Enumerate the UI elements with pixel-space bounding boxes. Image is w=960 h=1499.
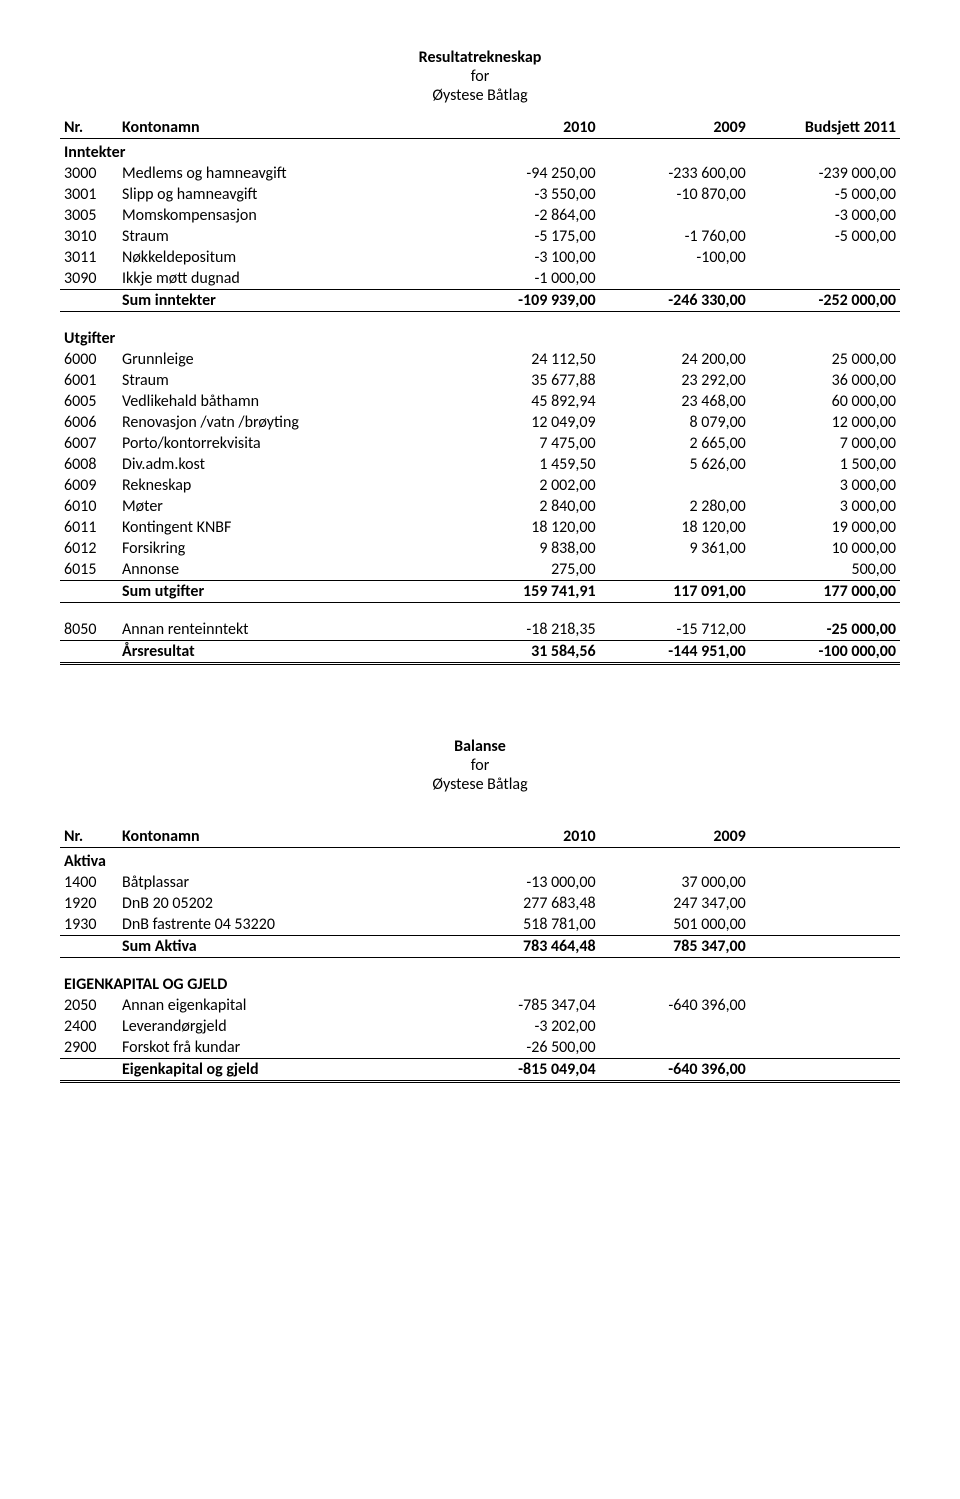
table-row: 6006Renovasjon /vatn /brøyting12 049,098… [60, 412, 900, 433]
section-inntekter: Inntekter [60, 139, 900, 164]
table-row: 6000Grunnleige24 112,5024 200,0025 000,0… [60, 349, 900, 370]
hdr-nr: Nr. [60, 117, 118, 139]
table-row: 6012Forsikring9 838,009 361,0010 000,00 [60, 538, 900, 559]
spacer [60, 664, 900, 708]
spacer [60, 312, 900, 329]
hdr-budsjett: Budsjett 2011 [750, 117, 900, 139]
result-table: Nr. Kontonamn 2010 2009 Budsjett 2011 In… [60, 117, 900, 707]
table-row: 6009Rekneskap2 002,003 000,00 [60, 475, 900, 496]
aktiva-label: Aktiva [60, 848, 900, 873]
spacer [60, 958, 900, 975]
table-row: 3010Straum-5 175,00-1 760,00-5 000,00 [60, 226, 900, 247]
table-row: 6007Porto/kontorrekvisita7 475,002 665,0… [60, 433, 900, 454]
hdr-2009: 2009 [600, 826, 750, 848]
hdr-name: Kontonamn [118, 117, 449, 139]
sum-inntekter-row: Sum inntekter -109 939,00 -246 330,00 -2… [60, 290, 900, 312]
spacer [60, 603, 900, 620]
section-utgifter: Utgifter [60, 328, 900, 349]
table-row: 6010Møter2 840,002 280,003 000,00 [60, 496, 900, 517]
table-row: 6015Annonse275,00500,00 [60, 559, 900, 581]
hdr-2009: 2009 [600, 117, 750, 139]
balance-title: Balanse [60, 737, 900, 756]
table-row: 1400Båtplassar-13 000,0037 000,00 [60, 872, 900, 893]
sum-aktiva-row: Sum Aktiva 783 464,48 785 347,00 [60, 936, 900, 958]
ek-sum-row: Eigenkapital og gjeld -815 049,04 -640 3… [60, 1059, 900, 1082]
table-row: 2900Forskot frå kundar-26 500,00 [60, 1037, 900, 1059]
balance-for: for [60, 756, 900, 775]
hdr-2010: 2010 [449, 117, 599, 139]
balance-org: Øystese Båtlag [60, 775, 900, 794]
hdr-2010: 2010 [449, 826, 599, 848]
balance-table: Nr. Kontonamn 2010 2009 Aktiva 1400Båtpl… [60, 826, 900, 1083]
result-org: Øystese Båtlag [60, 86, 900, 105]
table-row: 3000Medlems og hamneavgift-94 250,00-233… [60, 163, 900, 184]
table-row: 1920DnB 20 05202277 683,48247 347,00 [60, 893, 900, 914]
table-row: 1930DnB fastrente 04 53220518 781,00501 … [60, 914, 900, 936]
table-row: 3011Nøkkeldepositum-3 100,00-100,00 [60, 247, 900, 268]
table-row: 8050 Annan renteinntekt -18 218,35 -15 7… [60, 619, 900, 641]
result-title: Resultatrekneskap [60, 48, 900, 67]
table-row: 6011Kontingent KNBF18 120,0018 120,0019 … [60, 517, 900, 538]
hdr-nr: Nr. [60, 826, 118, 848]
section-aktiva: Aktiva [60, 848, 900, 873]
ek-label: EIGENKAPITAL OG GJELD [60, 974, 900, 995]
section-ek: EIGENKAPITAL OG GJELD [60, 974, 900, 995]
table-row: 3001Slipp og hamneavgift-3 550,00-10 870… [60, 184, 900, 205]
table-header-row: Nr. Kontonamn 2010 2009 [60, 826, 900, 848]
table-row: 6001Straum35 677,8823 292,0036 000,00 [60, 370, 900, 391]
table-row: 6008Div.adm.kost1 459,505 626,001 500,00 [60, 454, 900, 475]
table-row: 2050Annan eigenkapital-785 347,04-640 39… [60, 995, 900, 1016]
table-header-row: Nr. Kontonamn 2010 2009 Budsjett 2011 [60, 117, 900, 139]
table-row: 3005Momskompensasjon-2 864,00-3 000,00 [60, 205, 900, 226]
inntekter-label: Inntekter [60, 139, 900, 164]
result-title-block: Resultatrekneskap for Øystese Båtlag [60, 48, 900, 105]
arsresultat-row: Årsresultat 31 584,56 -144 951,00 -100 0… [60, 641, 900, 664]
balance-title-block: Balanse for Øystese Båtlag [60, 737, 900, 794]
hdr-name: Kontonamn [118, 826, 449, 848]
table-row: 2400Leverandørgjeld-3 202,00 [60, 1016, 900, 1037]
result-for: for [60, 67, 900, 86]
utgifter-label: Utgifter [60, 328, 900, 349]
table-row: 6005Vedlikehald båthamn45 892,9423 468,0… [60, 391, 900, 412]
table-row: 3090Ikkje møtt dugnad-1 000,00 [60, 268, 900, 290]
sum-utgifter-row: Sum utgifter 159 741,91 117 091,00 177 0… [60, 581, 900, 603]
